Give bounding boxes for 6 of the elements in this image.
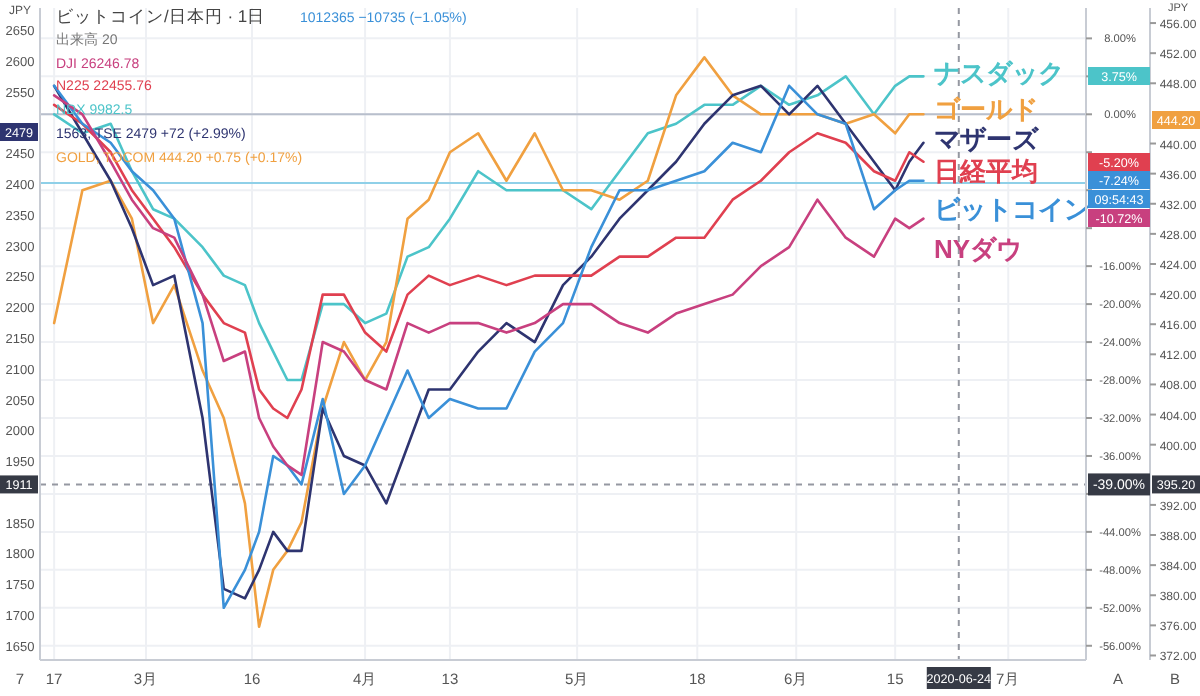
chart-title: ビットコイン/日本円 · 1日 — [56, 6, 266, 26]
legend-label: 日経平均 — [934, 156, 1038, 186]
legend-label: ナスダック — [934, 58, 1064, 88]
series-label: ゴールド — [934, 94, 1038, 124]
series-label: NYダウ — [934, 234, 1023, 264]
series-label: マザーズ — [934, 124, 1040, 154]
